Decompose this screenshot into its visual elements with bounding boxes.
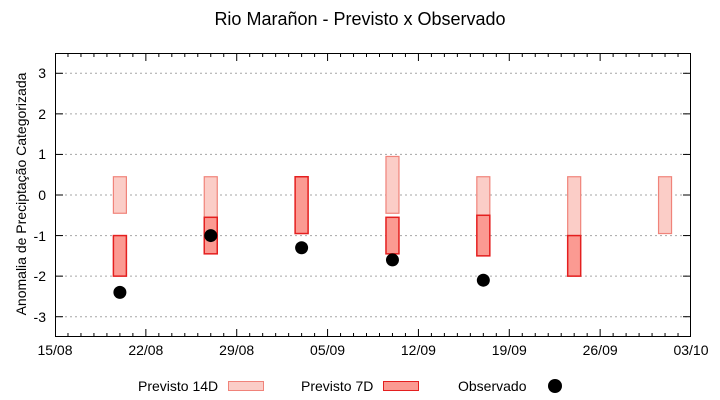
chart-title: Rio Marañon - Previsto x Observado bbox=[214, 9, 506, 29]
previsto-14d-bar bbox=[385, 155, 400, 214]
y-tick-label: 2 bbox=[38, 105, 46, 122]
y-tick-label: -2 bbox=[33, 268, 46, 285]
plot-border bbox=[55, 53, 691, 337]
legend-label-previsto-7d: Previsto 7D bbox=[301, 378, 374, 394]
x-tick-label: 15/08 bbox=[37, 342, 73, 358]
previsto-7d-swatch-icon bbox=[383, 381, 420, 391]
y-tick-label: -3 bbox=[33, 308, 46, 325]
previsto-14d-bar bbox=[476, 176, 491, 216]
y-tick-label: 3 bbox=[38, 65, 46, 82]
x-tick-label: 26/09 bbox=[582, 342, 618, 358]
previsto-7d-bar bbox=[294, 175, 309, 235]
previsto-14d-swatch-icon bbox=[228, 381, 265, 391]
previsto-7d-bar bbox=[476, 214, 491, 257]
observado-point bbox=[385, 253, 399, 267]
previsto-7d-bar bbox=[566, 234, 582, 277]
previsto-14d-bar bbox=[203, 176, 218, 218]
legend-item-previsto-7d: Previsto 7D bbox=[301, 378, 420, 394]
observado-dot-icon bbox=[548, 379, 563, 393]
observado-point bbox=[204, 229, 218, 243]
x-tick-label: 12/09 bbox=[400, 342, 436, 358]
observado-point bbox=[295, 241, 309, 255]
legend: Previsto 14D Previsto 7D Observado bbox=[0, 378, 720, 400]
x-tick-label: 19/09 bbox=[491, 342, 527, 358]
x-tick-label: 29/08 bbox=[219, 342, 255, 358]
previsto-7d-bar bbox=[112, 234, 128, 277]
x-tick-label: 05/09 bbox=[310, 342, 346, 358]
y-tick-label: 1 bbox=[38, 146, 46, 163]
legend-item-previsto-14d: Previsto 14D bbox=[138, 378, 265, 394]
previsto-14d-bar bbox=[657, 176, 673, 235]
legend-label-observado: Observado bbox=[458, 378, 527, 394]
previsto-7d-bar bbox=[385, 216, 400, 255]
legend-item-observado: Observado bbox=[458, 378, 563, 394]
y-tick-label: -1 bbox=[33, 227, 46, 244]
x-tick-label: 22/08 bbox=[128, 342, 164, 358]
observado-point bbox=[113, 285, 127, 299]
plot-area bbox=[55, 53, 691, 337]
x-tick-label: 03/10 bbox=[673, 342, 709, 358]
observado-point bbox=[476, 273, 490, 287]
legend-label-previsto-14d: Previsto 14D bbox=[138, 378, 219, 394]
previsto-14d-bar bbox=[112, 176, 127, 214]
y-tick-label: 0 bbox=[38, 187, 46, 203]
previsto-14d-bar bbox=[567, 176, 582, 237]
